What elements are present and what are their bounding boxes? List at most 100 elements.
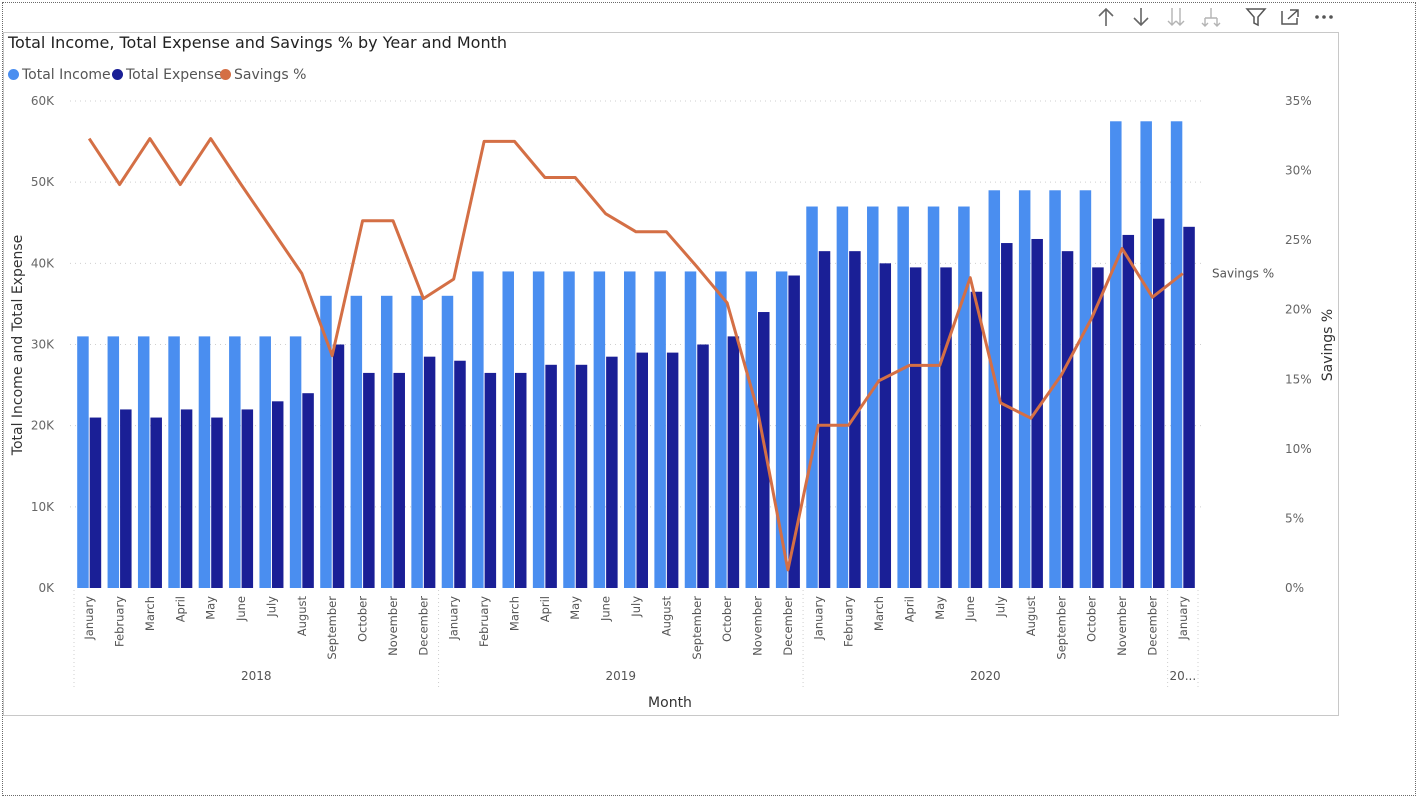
expand-down-icon[interactable]: [1199, 6, 1223, 28]
bar-total-expense: [727, 336, 740, 588]
x-tick-label-month: June: [963, 596, 977, 622]
legend-item-income[interactable]: Total Income: [8, 67, 111, 83]
bar-total-expense: [89, 417, 102, 588]
bar-total-expense: [120, 409, 132, 588]
sort-descending-icon[interactable]: [1129, 6, 1153, 28]
bar-total-expense: [150, 417, 162, 588]
x-tick-label-year: 2018: [241, 669, 272, 683]
y-tick-label: 60K: [31, 94, 55, 108]
x-tick-label-month: May: [568, 596, 582, 620]
y2-tick-label: 35%: [1285, 94, 1312, 108]
x-tick-label-month: October: [356, 596, 370, 642]
expand-all-down-icon[interactable]: [1164, 6, 1188, 28]
bar-total-expense: [606, 356, 618, 588]
bar-total-expense: [484, 372, 497, 588]
bar-total-expense: [940, 267, 952, 588]
x-tick-label-month: April: [173, 596, 187, 622]
bar-total-income: [988, 190, 1001, 589]
bar-total-income: [897, 206, 909, 588]
bar-total-income: [107, 336, 120, 588]
filter-icon[interactable]: [1244, 6, 1268, 28]
y2-tick-label: 20%: [1285, 303, 1312, 317]
x-tick-label-month: December: [1145, 596, 1159, 656]
line-savings-percent: [87, 137, 1184, 572]
x-tick-label-month: July: [994, 596, 1008, 618]
x-tick-label-month: May: [204, 596, 218, 620]
bar-total-income: [806, 206, 818, 588]
x-tick-label-month: April: [902, 596, 916, 622]
bar-total-income: [259, 336, 271, 588]
x-tick-label-month: March: [507, 596, 521, 631]
bar-total-expense: [1122, 234, 1135, 589]
x-tick-label-month: July: [264, 596, 278, 618]
bar-total-expense: [879, 263, 892, 588]
bar-total-income: [380, 295, 393, 588]
bar-total-expense: [363, 372, 375, 588]
bar-total-expense: [545, 364, 557, 588]
bar-total-income: [1140, 121, 1152, 589]
bar-total-expense: [211, 417, 223, 588]
y2-tick-label: 0%: [1285, 581, 1304, 595]
bar-total-expense: [332, 344, 345, 588]
x-tick-label-month: November: [386, 596, 400, 656]
bar-total-income: [1079, 190, 1092, 589]
bar-total-expense: [241, 409, 254, 588]
x-tick-label-month: September: [690, 596, 704, 660]
x-tick-label-year: 2019: [606, 669, 637, 683]
bar-total-expense: [575, 364, 588, 588]
bar-total-income: [229, 336, 241, 588]
chart-title: Total Income, Total Expense and Savings …: [8, 33, 508, 52]
bar-total-income: [624, 271, 636, 588]
x-tick-label-month: November: [1115, 596, 1129, 656]
bar-total-expense: [666, 352, 679, 588]
x-tick-label-year: 2020: [970, 669, 1001, 683]
y-tick-label: 0K: [38, 581, 55, 595]
bar-total-expense: [1001, 243, 1013, 588]
x-tick-label-month: January: [811, 596, 825, 641]
savings-line-label: Savings %: [1212, 267, 1274, 281]
focus-mode-icon[interactable]: [1278, 6, 1302, 28]
more-options-icon[interactable]: [1312, 6, 1336, 28]
x-tick-label-month: February: [842, 596, 856, 647]
bar-total-income: [1110, 121, 1122, 589]
visual-container: [3, 32, 1339, 716]
bar-total-income: [775, 271, 788, 588]
bar-total-expense: [970, 291, 983, 588]
y-axis-title: Total Income and Total Expense: [10, 235, 26, 456]
bar-total-expense: [514, 372, 527, 588]
y2-tick-label: 25%: [1285, 233, 1312, 247]
y2-tick-label: 10%: [1285, 442, 1312, 456]
bar-total-expense: [818, 251, 831, 589]
bar-total-expense: [849, 251, 861, 589]
legend-label: Savings %: [234, 67, 307, 83]
y2-tick-label: 30%: [1285, 164, 1312, 178]
x-tick-label-month: October: [1085, 596, 1099, 642]
bar-total-expense: [1092, 267, 1104, 588]
bar-total-expense: [454, 360, 466, 588]
bar-total-income: [593, 271, 606, 588]
x-tick-label-month: March: [143, 596, 157, 631]
x-tick-label-month: August: [295, 596, 309, 637]
x-tick-label-month: March: [872, 596, 886, 631]
bar-total-income: [77, 336, 89, 588]
y2-axis-title: Savings %: [1320, 309, 1336, 381]
bar-total-income: [745, 271, 758, 588]
bar-total-income: [684, 271, 697, 588]
x-tick-label-month: September: [325, 596, 339, 660]
x-tick-label-month: December: [781, 596, 795, 656]
bar-total-income: [715, 271, 727, 588]
legend-item-expense[interactable]: Total Expense: [112, 67, 223, 83]
x-tick-label-month: February: [477, 596, 491, 647]
bar-total-income: [958, 206, 970, 588]
sort-ascending-icon[interactable]: [1094, 6, 1118, 28]
x-tick-label-month: January: [82, 596, 96, 641]
y-tick-label: 40K: [31, 256, 55, 270]
legend-label: Total Income: [22, 67, 111, 83]
bar-total-income: [411, 295, 423, 588]
bar-total-income: [320, 295, 332, 588]
legend-item-savings[interactable]: Savings %: [220, 67, 306, 83]
bar-total-expense: [180, 409, 193, 588]
bar-total-income: [441, 295, 454, 588]
bar-total-income: [1170, 121, 1183, 589]
